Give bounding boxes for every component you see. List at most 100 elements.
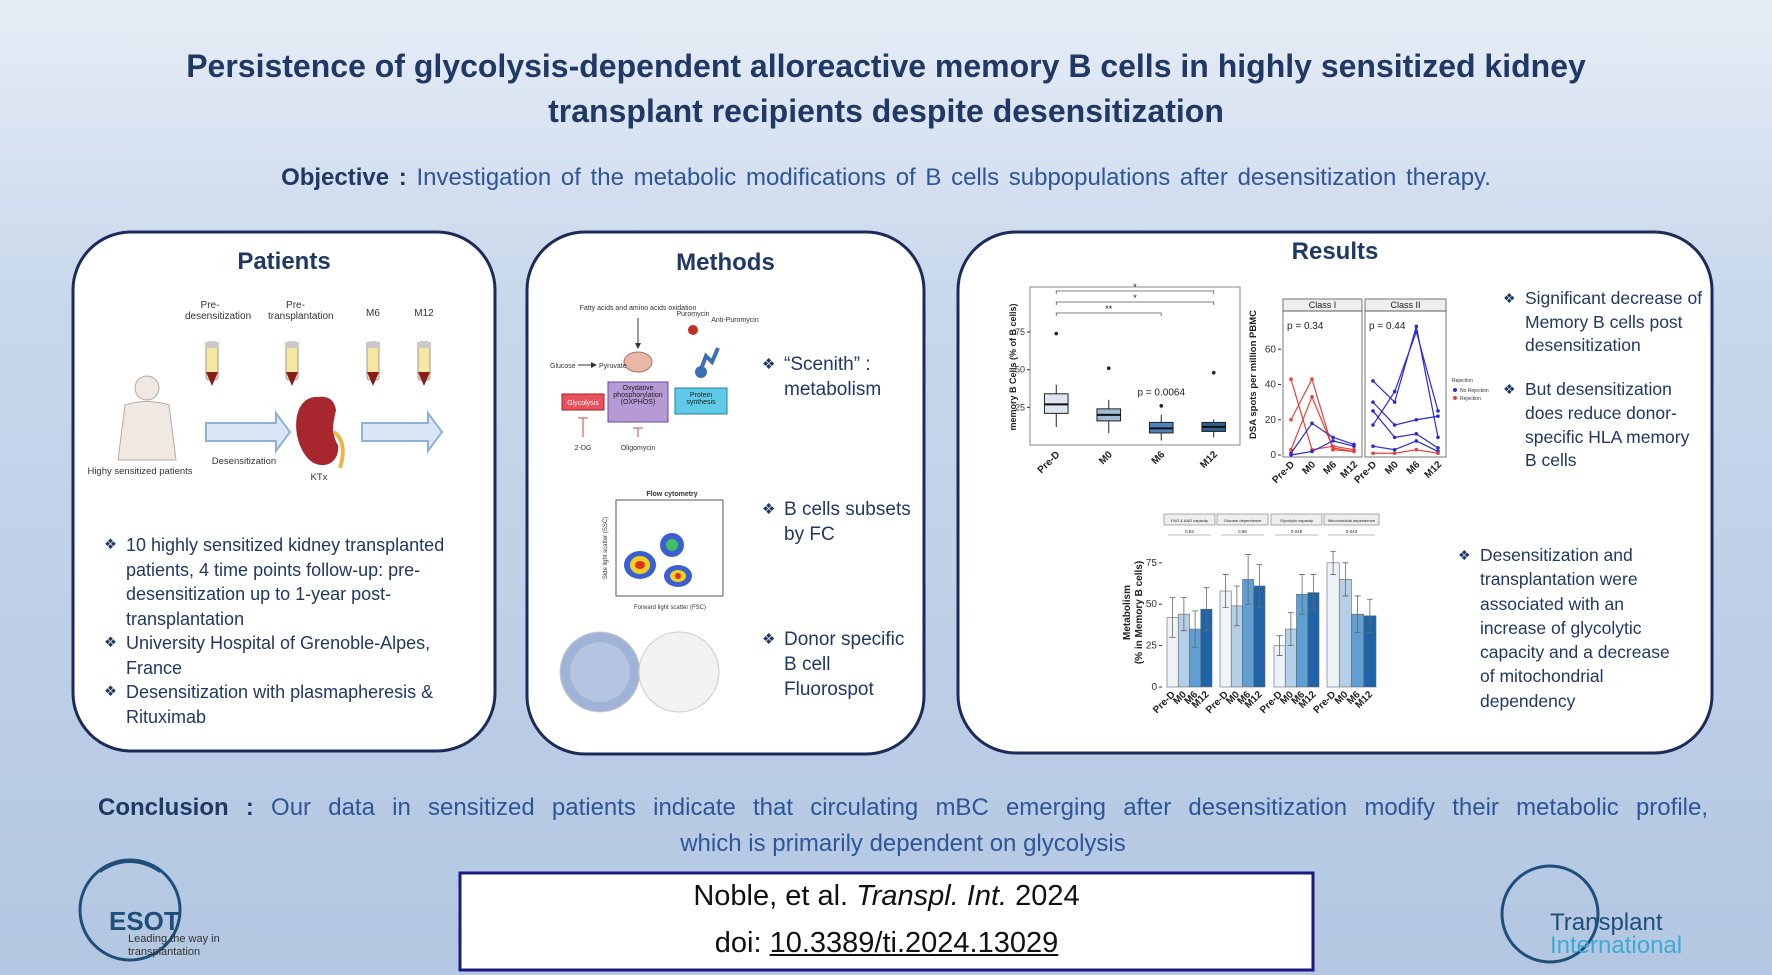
point xyxy=(1352,449,1356,454)
journal-logo: Transplant International xyxy=(1500,864,1682,964)
journal-name-1: Transplant xyxy=(1550,909,1663,936)
patients-bullets: 10 highly sensitized kidney transplanted… xyxy=(104,533,449,729)
significance-label: ** xyxy=(1105,304,1113,314)
panel-title: Class II xyxy=(1390,300,1420,310)
significance-label: * xyxy=(1133,293,1137,303)
y-tick-label: 75 xyxy=(1015,327,1025,337)
panel-title: Mitochondrial dependence xyxy=(1328,518,1376,523)
error-bar xyxy=(1287,612,1294,647)
citation-line: Noble, et al. Transpl. Int. 2024 xyxy=(460,880,1313,913)
conclusion-text: Our data in sensitized patients indicate… xyxy=(271,794,1708,821)
pyruvate-label: Pyruvate xyxy=(599,363,627,370)
bullet: B cells subsets by FC xyxy=(762,497,912,547)
panel-title: FAO & AAO capacity xyxy=(1171,518,1208,523)
point xyxy=(1436,414,1440,419)
point xyxy=(1371,409,1375,413)
point xyxy=(1289,447,1293,452)
esot-name: ESOT xyxy=(109,906,180,936)
objective-text: Investigation of the metabolic modificat… xyxy=(416,164,1491,191)
fao-label: Fatty acids and amino acids oxidation xyxy=(580,305,697,312)
point xyxy=(1310,421,1314,426)
methods-bullets: “Scenith” : metabolism B cells subsets by… xyxy=(762,352,912,702)
y-tick-label: 60 xyxy=(1265,344,1277,355)
panel-frame xyxy=(1364,310,1447,458)
error-bar xyxy=(1366,598,1373,633)
inhibitor-2-label: Oligomycin xyxy=(621,445,656,452)
error-bar xyxy=(1276,635,1283,656)
y-tick-label: 20 xyxy=(1265,415,1277,426)
timepoint: Pre-transplantation xyxy=(268,300,334,322)
point xyxy=(1310,377,1314,382)
outlier xyxy=(1054,331,1059,336)
title-line: Persistence of glycolysis-dependent allo… xyxy=(186,48,1586,84)
error-bar xyxy=(1342,562,1349,597)
y-axis-label: (% in Memory B cells) xyxy=(1134,561,1145,664)
bullet: Desensitization with plasmapheresis & Ri… xyxy=(104,680,449,729)
glycolysis-label: Glycolysis xyxy=(567,400,599,407)
error-bar xyxy=(1180,597,1187,632)
series-line xyxy=(1290,377,1355,453)
series-line xyxy=(1373,449,1439,454)
journal-name-2: International xyxy=(1550,932,1682,959)
y-tick-label: 0 xyxy=(1151,682,1157,693)
panel-strip xyxy=(1323,513,1380,526)
point xyxy=(1371,379,1375,383)
p-value: 0.86 xyxy=(1238,529,1247,534)
anti-puromycin-label: Anti-Puromycin xyxy=(711,317,759,324)
objective: Objective : Investigation of the metabol… xyxy=(0,164,1772,192)
legend-swatch xyxy=(1453,396,1457,400)
panel-frame xyxy=(1282,310,1363,458)
panel-title: Class I xyxy=(1309,300,1337,310)
fluorospot-wells xyxy=(559,631,720,713)
bullet: But desensitization does reduce donor-sp… xyxy=(1503,378,1703,473)
y-axis-label: DSA spots per million PBMC xyxy=(1248,310,1259,439)
timepoint: Pre-desensitization xyxy=(185,300,252,322)
error-bar xyxy=(1330,550,1337,575)
error-bar xyxy=(1233,585,1240,627)
bullet: Desensitization and transplantation were… xyxy=(1458,543,1680,713)
bar xyxy=(1326,562,1340,688)
point xyxy=(1371,451,1375,456)
y-tick-label: 50 xyxy=(1146,599,1158,610)
authors: Noble, et al. xyxy=(693,880,849,912)
point xyxy=(1392,400,1397,404)
legend-title: Rejection xyxy=(1452,378,1473,384)
conclusion-label: Conclusion : xyxy=(98,794,254,821)
y-tick-label: 40 xyxy=(1265,380,1277,391)
outlier xyxy=(1211,370,1216,375)
point xyxy=(1310,395,1314,399)
doi-link[interactable]: 10.3389/ti.2024.13029 xyxy=(769,927,1059,959)
panel-title: Glycolytic capacity xyxy=(1280,518,1313,523)
significance-label: * xyxy=(1133,282,1137,292)
point xyxy=(1371,400,1375,404)
point xyxy=(1392,423,1397,427)
timepoint: M6 xyxy=(366,308,380,319)
bullet: Donor specific B cell Fluorospot xyxy=(762,627,912,702)
y-tick-label: 0 xyxy=(1270,450,1276,461)
point xyxy=(1352,444,1356,448)
significance-bracket xyxy=(1055,312,1162,316)
oxphos-label: Oxydative phosphorylation (OXPHOS) xyxy=(613,385,663,406)
kidney-icon xyxy=(296,396,339,466)
error-bar xyxy=(1310,574,1317,612)
series-line xyxy=(1290,422,1355,454)
glucose-label: Glucose xyxy=(550,363,576,370)
y-tick-label: 25 xyxy=(1015,402,1025,412)
puromycin-label: Puromycin xyxy=(676,311,709,318)
error-bar xyxy=(1169,597,1176,638)
panel-title: Glucose dependence xyxy=(1224,518,1263,523)
legend-swatch xyxy=(1453,388,1457,392)
scenith-diagram: Fatty acids and amino acids oxidation Pu… xyxy=(550,305,759,452)
bullet: University Hospital of Grenoble-Alpes, F… xyxy=(104,631,449,680)
panel-title: Results xyxy=(1291,238,1379,265)
y-tick-label: 25 xyxy=(1146,641,1158,652)
point xyxy=(1289,453,1293,457)
series-line xyxy=(1290,379,1355,451)
flow-x-label: Forward light scatter (FSC) xyxy=(634,605,706,611)
bullet: Significant decrease of Memory B cells p… xyxy=(1503,287,1703,358)
bullet: 10 highly sensitized kidney transplanted… xyxy=(104,533,449,631)
citation-box xyxy=(458,871,1315,972)
flow-y-label: Side light scatter (SSC) xyxy=(603,517,609,579)
results-bullets: Desensitization and transplantation were… xyxy=(1458,543,1680,713)
